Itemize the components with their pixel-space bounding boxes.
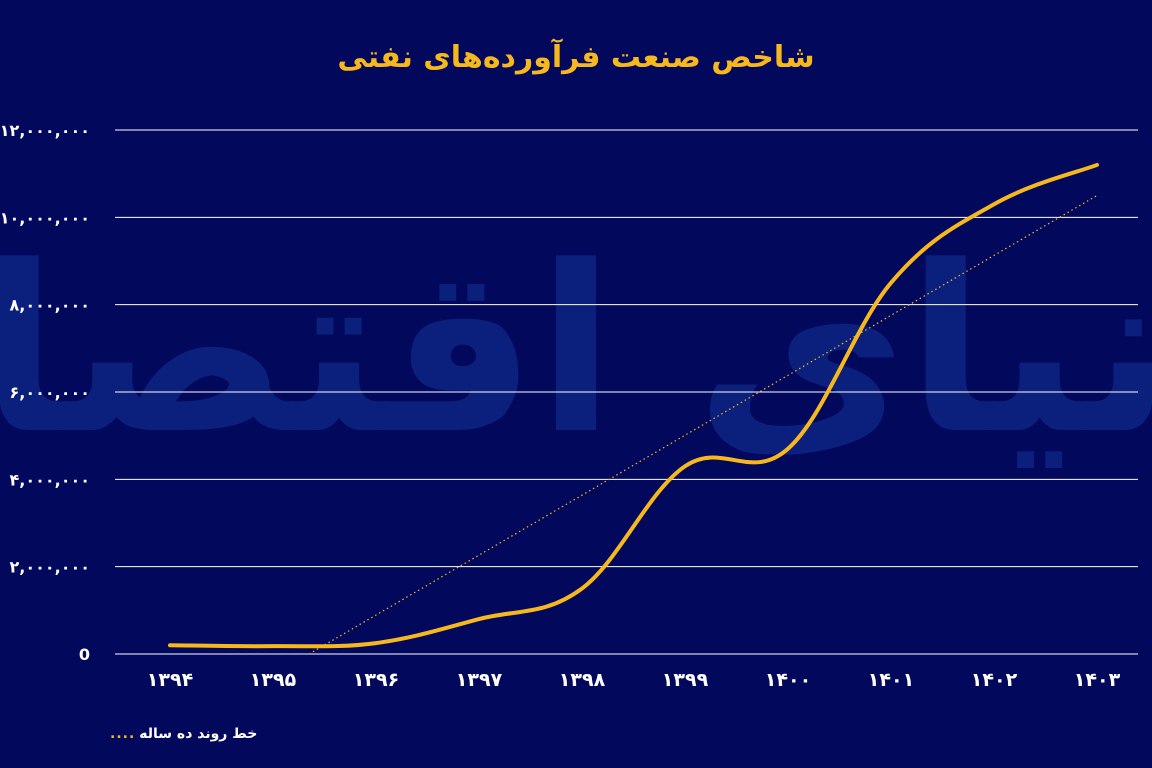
x-axis-ticks: ۱۳۹۴ ۱۳۹۵ ۱۳۹۶ ۱۳۹۷ ۱۳۹۸ ۱۳۹۹ ۱۴۰۰ ۱۴۰۱ ۱۴۰۲ ۱۴۰۳	[147, 669, 1121, 691]
trendline	[308, 194, 1098, 655]
y-tick-label: ۲,۰۰۰,۰۰۰	[9, 558, 90, 577]
watermark-logo: دنیای اقتصاد	[0, 218, 1152, 485]
trendline-legend: خط روند ده ساله ....	[110, 726, 257, 742]
y-tick-label: 0	[79, 645, 90, 664]
x-tick-label: ۱۳۹۷	[456, 669, 503, 691]
y-axis-ticks: 0 ۲,۰۰۰,۰۰۰ ۴,۰۰۰,۰۰۰ ۶,۰۰۰,۰۰۰ ۸,۰۰۰,۰۰۰ ۱۰,…	[0, 121, 90, 664]
x-tick-label: ۱۳۹۶	[353, 669, 399, 691]
x-tick-label: ۱۴۰۱	[868, 669, 914, 691]
x-tick-label: ۱۴۰۲	[971, 669, 1018, 691]
series-line	[168, 162, 1099, 649]
watermark-text: دنیای اقتصاد	[0, 218, 1152, 485]
x-tick-label: ۱۳۹۴	[147, 669, 193, 691]
x-tick-label: ۱۳۹۵	[250, 669, 297, 691]
x-tick-label: ۱۴۰۳	[1074, 669, 1121, 691]
y-tick-label: ۶,۰۰۰,۰۰۰	[9, 383, 90, 402]
y-tick-label: ۴,۰۰۰,۰۰۰	[9, 470, 90, 489]
trendline-layer	[308, 194, 1098, 655]
x-tick-label: ۱۳۹۸	[559, 669, 606, 691]
chart-title: شاخص صنعت فرآورده‌های نفتی	[337, 40, 815, 75]
y-tick-label: ۱۲,۰۰۰,۰۰۰	[0, 121, 90, 140]
y-tick-label: ۱۰,۰۰۰,۰۰۰	[0, 208, 90, 227]
series-layer	[168, 162, 1099, 649]
trendline-legend-label: خط روند ده ساله	[139, 726, 258, 742]
y-tick-label: ۸,۰۰۰,۰۰۰	[9, 296, 90, 315]
x-tick-label: ۱۴۰۰	[765, 669, 811, 691]
dotted-line-icon: ....	[110, 726, 136, 742]
x-tick-label: ۱۳۹۹	[662, 669, 709, 691]
